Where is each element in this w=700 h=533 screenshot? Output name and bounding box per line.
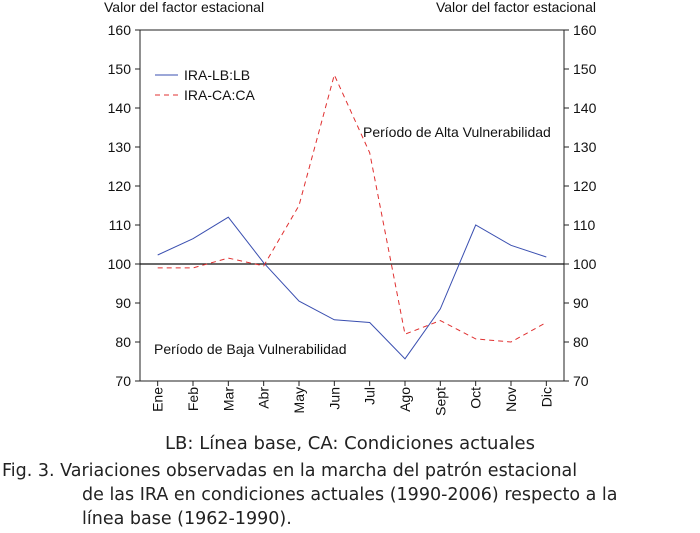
y-tick-label-left: 90 xyxy=(115,295,131,311)
x-tick-label: Ene xyxy=(150,387,166,412)
y-tick-label-right: 100 xyxy=(573,256,597,272)
y-tick-label-left: 130 xyxy=(108,139,132,155)
legend-label-lb: IRA-LB:LB xyxy=(184,67,250,83)
y-tick-label-right: 120 xyxy=(573,178,597,194)
plot-area: 70 70 80 80 90 90 100 100 110 110 120 120 130 130 140 1… xyxy=(108,22,597,416)
x-tick-label: Jun xyxy=(326,387,342,410)
y-tick-label-left: 80 xyxy=(115,334,131,350)
x-tick-label: Ago xyxy=(397,387,413,412)
y-tick-label-right: 150 xyxy=(573,61,597,77)
x-tick-label: Sept xyxy=(432,387,448,416)
x-tick-label: Nov xyxy=(503,387,519,412)
y-tick-label-right: 160 xyxy=(573,22,597,38)
y-tick-label-right: 110 xyxy=(573,217,596,233)
x-tick-label: Feb xyxy=(185,387,201,411)
x-tick-label: Abr xyxy=(256,387,272,409)
figure-caption-line-2: de las IRA en condiciones actuales (1990… xyxy=(82,485,618,505)
legend: IRA-LB:LB IRA-CA:CA xyxy=(155,67,255,103)
y-tick-label-right: 70 xyxy=(573,373,589,389)
x-tick-label: Jul xyxy=(362,387,378,405)
y-tick-label-left: 70 xyxy=(115,373,131,389)
annotation-baja: Período de Baja Vulnerabilidad xyxy=(154,341,347,357)
left-axis-title: Valor del factor estacional xyxy=(104,0,264,15)
figure-caption-line-1: Fig. 3. Variaciones observadas en la mar… xyxy=(2,461,578,481)
series-line-lb xyxy=(157,216,547,360)
x-tick-label: Dic xyxy=(538,387,554,407)
figure-caption: Fig. 3. Variaciones observadas en la mar… xyxy=(2,459,698,531)
plot-frame xyxy=(139,29,565,382)
legend-caption: LB: Línea base, CA: Condiciones actuales xyxy=(165,433,535,454)
y-tick-label-left: 140 xyxy=(108,100,132,116)
y-tick-label-left: 120 xyxy=(108,178,132,194)
y-tick-label-left: 160 xyxy=(108,22,132,38)
y-tick-label-left: 150 xyxy=(108,61,132,77)
right-axis-title: Valor del factor estacional xyxy=(436,0,596,15)
legend-label-ca: IRA-CA:CA xyxy=(184,87,255,103)
annotation-alta: Período de Alta Vulnerabilidad xyxy=(363,124,551,140)
y-tick-label-left: 110 xyxy=(109,217,132,233)
y-tick-label-left: 100 xyxy=(108,256,132,272)
series-line-ca xyxy=(157,73,547,343)
y-tick-label-right: 80 xyxy=(573,334,589,350)
y-tick-label-right: 140 xyxy=(573,100,597,116)
y-tick-label-right: 90 xyxy=(573,295,589,311)
x-tick-label: May xyxy=(291,387,307,413)
x-tick-label: Oct xyxy=(468,387,484,409)
x-tick-label: Mar xyxy=(220,387,236,411)
y-tick-label-right: 130 xyxy=(573,139,597,155)
figure-caption-line-3: línea base (1962-1990). xyxy=(82,509,292,529)
